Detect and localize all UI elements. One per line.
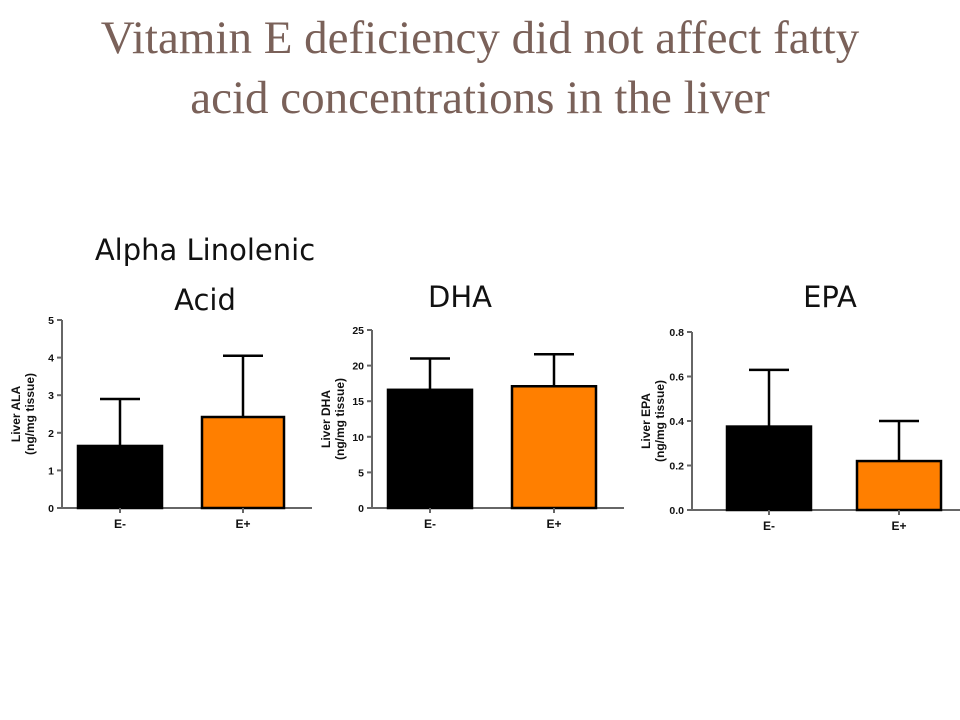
slide-title: Vitamin E deficiency did not affect fatt… — [0, 8, 960, 128]
epa-y-tick-label: 0.8 — [669, 327, 684, 339]
ala-y-axis-title: Liver ALA (ng/mg tissue) — [9, 373, 37, 455]
dha-y-tick-label: 10 — [352, 432, 364, 444]
dha-x-tick-label: E+ — [546, 517, 561, 531]
ala-y-tick-label: 5 — [48, 315, 54, 327]
epa-bar-e-minus — [725, 425, 813, 512]
dha-bar-chart: 0 5 10 15 20 25 E- E+ Liver DHA (ng/mg tissue) — [319, 325, 624, 531]
dha-panel-title: DHA — [350, 272, 570, 322]
dha-x-tick-label: E- — [424, 517, 436, 531]
dha-y-tick-label: 15 — [352, 396, 364, 408]
ala-bar-e-minus — [76, 444, 164, 510]
dha-y-tick-label: 25 — [352, 325, 364, 337]
ala-y-tick-label: 2 — [48, 428, 54, 440]
dha-y-axis-title-line-1: Liver DHA — [319, 390, 333, 448]
dha-y-axis-title: Liver DHA (ng/mg tissue) — [319, 378, 347, 460]
dha-title-line-1: DHA — [428, 280, 492, 314]
epa-x-tick-label: E- — [763, 519, 775, 533]
dha-y-tick-label: 0 — [358, 503, 364, 515]
epa-y-tick-label: 0.4 — [669, 416, 684, 428]
ala-y-tick-label: 3 — [48, 390, 54, 402]
ala-y-tick-label: 4 — [48, 353, 54, 365]
epa-y-axis-title-line-1: Liver EPA — [639, 393, 653, 449]
epa-y-tick-label: 0.0 — [669, 505, 684, 517]
dha-bar-e-minus — [386, 388, 474, 510]
epa-bar-chart: 0.0 0.2 0.4 0.6 0.8 E- E+ Liver EPA (ng/mg tissu… — [639, 327, 960, 533]
slide-title-line-1: Vitamin E deficiency did not affect fatt… — [100, 12, 860, 64]
ala-y-axis-title-line-1: Liver ALA — [9, 386, 23, 443]
dha-y-tick-label: 20 — [352, 361, 364, 373]
dha-bar-e-plus — [510, 384, 598, 510]
ala-x-tick-label: E- — [114, 517, 126, 531]
ala-bar-chart: 0 1 2 3 4 5 E- E+ Liver ALA (ng/mg tissue) — [9, 315, 312, 531]
epa-bar-e-plus — [855, 459, 943, 512]
ala-bar-e-plus — [200, 415, 286, 510]
epa-panel-title: EPA — [720, 272, 940, 322]
epa-y-axis-title-line-2: (ng/mg tissue) — [653, 380, 667, 462]
epa-y-tick-label: 0.2 — [669, 461, 684, 473]
ala-y-tick-label: 0 — [48, 503, 54, 515]
epa-y-axis-title: Liver EPA (ng/mg tissue) — [639, 380, 667, 462]
epa-title-line-1: EPA — [803, 280, 857, 314]
ala-y-tick-label: 1 — [48, 465, 54, 477]
slide-title-line-2: acid concentrations in the liver — [190, 72, 770, 124]
ala-panel-title: Alpha Linolenic Acid — [60, 225, 350, 325]
epa-y-tick-label: 0.6 — [669, 372, 684, 384]
epa-x-tick-label: E+ — [891, 519, 906, 533]
ala-y-axis-title-line-2: (ng/mg tissue) — [23, 373, 37, 455]
dha-y-tick-label: 5 — [358, 467, 364, 479]
dha-y-axis-title-line-2: (ng/mg tissue) — [333, 378, 347, 460]
ala-title-line-1: Alpha Linolenic — [94, 233, 316, 267]
ala-x-tick-label: E+ — [235, 517, 250, 531]
ala-title-line-2: Acid — [174, 283, 236, 317]
